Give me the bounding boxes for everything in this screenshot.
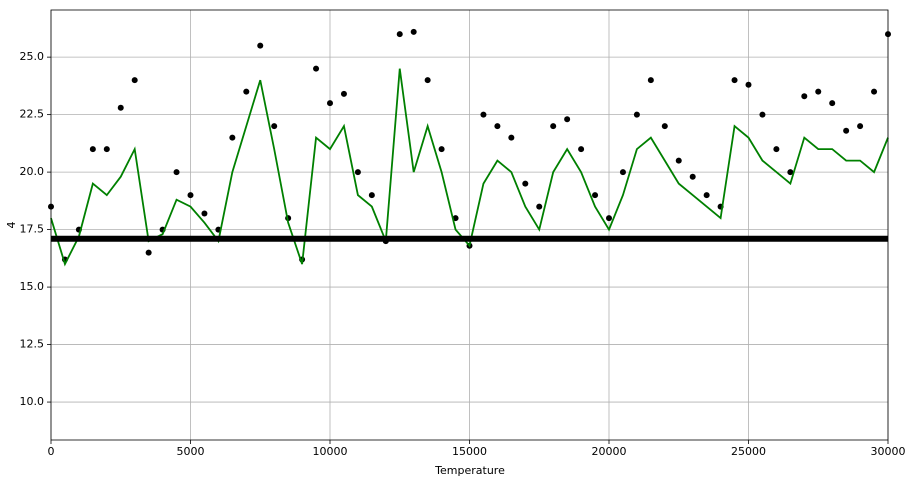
point <box>564 116 571 123</box>
point <box>173 169 180 176</box>
x-tick-label: 5000 <box>177 445 205 458</box>
point <box>438 146 445 153</box>
point <box>578 146 585 153</box>
point <box>857 123 864 130</box>
x-tick-label: 25000 <box>731 445 766 458</box>
x-tick-label: 10000 <box>313 445 348 458</box>
point <box>494 123 501 130</box>
point <box>117 104 124 111</box>
y-tick-label: 22.5 <box>20 108 45 121</box>
point <box>829 100 836 107</box>
point <box>619 169 626 176</box>
y-tick-label: 17.5 <box>20 223 45 236</box>
point <box>536 203 543 210</box>
point <box>340 90 347 97</box>
point <box>759 111 766 118</box>
point <box>675 157 682 164</box>
point <box>424 77 431 84</box>
point <box>354 169 361 176</box>
point <box>871 88 878 95</box>
x-tick-label: 30000 <box>871 445 906 458</box>
y-tick-label: 12.5 <box>20 338 45 351</box>
y-tick-label: 10.0 <box>20 395 45 408</box>
point <box>647 77 654 84</box>
point <box>592 192 599 199</box>
point <box>368 192 375 199</box>
plot-frame <box>50 9 889 441</box>
point <box>257 42 264 49</box>
x-tick-label: 0 <box>48 445 55 458</box>
x-axis-label: Temperature <box>434 464 505 477</box>
point <box>410 28 417 35</box>
point <box>103 146 110 153</box>
point <box>327 100 333 107</box>
point <box>606 215 612 222</box>
point <box>201 210 208 217</box>
point <box>843 127 850 134</box>
point <box>801 93 808 100</box>
point <box>550 123 557 130</box>
point <box>145 249 152 256</box>
point <box>661 123 668 130</box>
point <box>703 192 710 199</box>
point <box>89 146 96 153</box>
y-tick-label: 20.0 <box>20 165 45 178</box>
point <box>229 134 236 141</box>
point <box>480 111 487 118</box>
point <box>131 77 138 84</box>
x-tick-label: 15000 <box>452 445 487 458</box>
point <box>271 123 278 130</box>
point <box>508 134 515 141</box>
line <box>50 68 889 267</box>
x-tick-label: 20000 <box>592 445 627 458</box>
point <box>187 192 194 199</box>
point <box>731 77 738 84</box>
point <box>633 111 640 118</box>
point <box>787 169 794 176</box>
point <box>396 31 403 38</box>
point <box>243 88 250 95</box>
point <box>522 180 529 187</box>
point <box>773 146 780 153</box>
point <box>313 65 320 72</box>
point <box>745 81 752 88</box>
point <box>689 173 696 180</box>
y-tick-label: 15.0 <box>20 280 45 293</box>
y-tick-label: 25.0 <box>20 50 45 63</box>
y-axis-label: 4 <box>5 222 18 229</box>
point <box>815 88 822 95</box>
